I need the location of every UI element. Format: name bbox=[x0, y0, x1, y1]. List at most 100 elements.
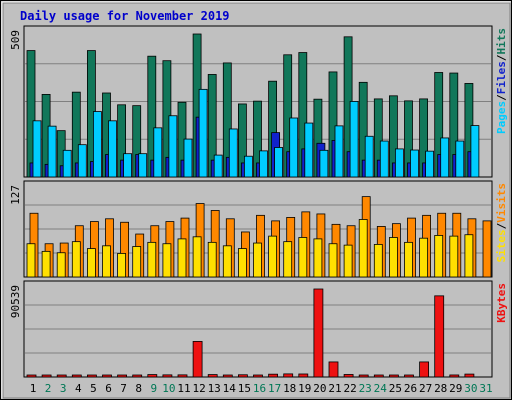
bar-sites-9 bbox=[147, 241, 157, 278]
bar-kbytes-2 bbox=[41, 374, 52, 378]
day-label-12: 12 bbox=[192, 382, 205, 395]
bar-pages-10 bbox=[168, 115, 178, 178]
day-label-1: 1 bbox=[30, 382, 37, 395]
bar-kbytes-13 bbox=[207, 374, 218, 378]
bar-kbytes-8 bbox=[132, 374, 143, 378]
day-label-28: 28 bbox=[434, 382, 447, 395]
bar-pages-27 bbox=[425, 150, 435, 178]
bar-pages-7 bbox=[123, 153, 132, 178]
bar-sites-19 bbox=[298, 237, 308, 278]
bar-pages-28 bbox=[440, 137, 450, 178]
bar-kbytes-12 bbox=[192, 341, 203, 378]
legend-visits-2: Visits bbox=[495, 183, 508, 223]
day-label-8: 8 bbox=[135, 382, 142, 395]
bar-sites-28 bbox=[434, 235, 444, 278]
y-max-kbytes: 90539 bbox=[9, 285, 22, 318]
bar-sites-8 bbox=[132, 246, 142, 278]
bar-kbytes-17 bbox=[268, 373, 279, 378]
bar-pages-5 bbox=[93, 111, 102, 178]
chart-title: Daily usage for November 2019 bbox=[20, 9, 230, 23]
bar-kbytes-26 bbox=[404, 374, 414, 378]
bar-kbytes-9 bbox=[147, 374, 158, 378]
bar-sites-7 bbox=[117, 253, 126, 278]
bar-pages-23 bbox=[364, 135, 374, 178]
y-max-labels: 509 127 90539 bbox=[9, 30, 22, 318]
bars bbox=[26, 33, 492, 378]
day-label-18: 18 bbox=[283, 382, 296, 395]
bar-kbytes-27 bbox=[419, 361, 430, 378]
day-label-11: 11 bbox=[177, 382, 190, 395]
bar-kbytes-30 bbox=[464, 373, 475, 378]
day-label-10: 10 bbox=[162, 382, 175, 395]
day-label-26: 26 bbox=[404, 382, 417, 395]
bar-pages-8 bbox=[138, 153, 148, 178]
bar-kbytes-6 bbox=[102, 374, 112, 378]
bar-sites-15 bbox=[237, 248, 247, 278]
day-label-5: 5 bbox=[90, 382, 97, 395]
day-label-30: 30 bbox=[464, 382, 477, 395]
bar-sites-14 bbox=[222, 245, 232, 278]
bar-sites-2 bbox=[41, 250, 51, 278]
bar-kbytes-14 bbox=[222, 374, 233, 378]
day-label-3: 3 bbox=[60, 382, 67, 395]
legend-hits-3: / bbox=[495, 54, 508, 61]
day-label-25: 25 bbox=[389, 382, 402, 395]
bar-kbytes-1 bbox=[26, 374, 37, 378]
bar-kbytes-10 bbox=[162, 374, 173, 378]
bar-visits-31 bbox=[482, 220, 492, 278]
bar-sites-11 bbox=[177, 238, 187, 278]
bar-sites-21 bbox=[328, 243, 338, 278]
bar-pages-16 bbox=[259, 150, 268, 178]
day-label-6: 6 bbox=[105, 382, 112, 395]
bar-sites-30 bbox=[464, 234, 474, 278]
bar-kbytes-22 bbox=[343, 374, 354, 378]
bar-kbytes-3 bbox=[56, 374, 67, 378]
bar-pages-9 bbox=[153, 127, 163, 178]
bar-pages-24 bbox=[379, 140, 389, 178]
day-label-24: 24 bbox=[374, 382, 388, 395]
bar-sites-13 bbox=[207, 241, 217, 278]
bar-sites-24 bbox=[373, 244, 383, 278]
bar-pages-17 bbox=[274, 147, 284, 178]
bar-pages-22 bbox=[349, 101, 359, 178]
bar-sites-22 bbox=[343, 244, 353, 278]
bar-sites-10 bbox=[162, 243, 172, 278]
y-max-hits: 509 bbox=[9, 30, 22, 50]
bar-sites-3 bbox=[56, 252, 66, 278]
bar-pages-20 bbox=[319, 149, 329, 178]
bar-pages-3 bbox=[62, 149, 72, 178]
day-label-7: 7 bbox=[120, 382, 127, 395]
bar-sites-16 bbox=[253, 242, 262, 278]
legend-hits: Pages/Files/Hits bbox=[495, 28, 508, 134]
bar-sites-18 bbox=[283, 241, 293, 278]
day-label-31: 31 bbox=[479, 382, 492, 395]
day-label-23: 23 bbox=[359, 382, 372, 395]
bar-kbytes-29 bbox=[449, 374, 460, 378]
day-label-2: 2 bbox=[45, 382, 52, 395]
legend-hits-1: / bbox=[495, 94, 508, 101]
bar-pages-1 bbox=[32, 120, 42, 178]
bar-kbytes-20 bbox=[313, 288, 324, 378]
bar-pages-2 bbox=[47, 125, 57, 178]
bar-sites-29 bbox=[449, 235, 459, 278]
y-max-visits: 127 bbox=[9, 185, 22, 205]
bar-pages-6 bbox=[108, 120, 117, 178]
bar-pages-14 bbox=[228, 128, 238, 178]
day-label-21: 21 bbox=[328, 382, 341, 395]
bar-kbytes-21 bbox=[328, 361, 339, 378]
day-labels: 1 2 3 4 5 6 7 8 9 10 11 12 13 14 15 16 17 18 19 20 21 22 23 24 2… bbox=[30, 382, 493, 395]
legend-kbytes-0: KBytes bbox=[495, 283, 508, 323]
day-label-27: 27 bbox=[419, 382, 432, 395]
legend-visits-1: / bbox=[495, 222, 508, 229]
day-label-29: 29 bbox=[449, 382, 462, 395]
bar-kbytes-18 bbox=[283, 373, 294, 378]
bar-sites-17 bbox=[268, 235, 278, 278]
bar-sites-25 bbox=[388, 237, 398, 278]
bar-kbytes-15 bbox=[237, 374, 248, 378]
bar-pages-21 bbox=[334, 125, 344, 178]
bar-kbytes-5 bbox=[87, 374, 97, 378]
bar-sites-12 bbox=[192, 236, 202, 278]
day-label-15: 15 bbox=[238, 382, 251, 395]
